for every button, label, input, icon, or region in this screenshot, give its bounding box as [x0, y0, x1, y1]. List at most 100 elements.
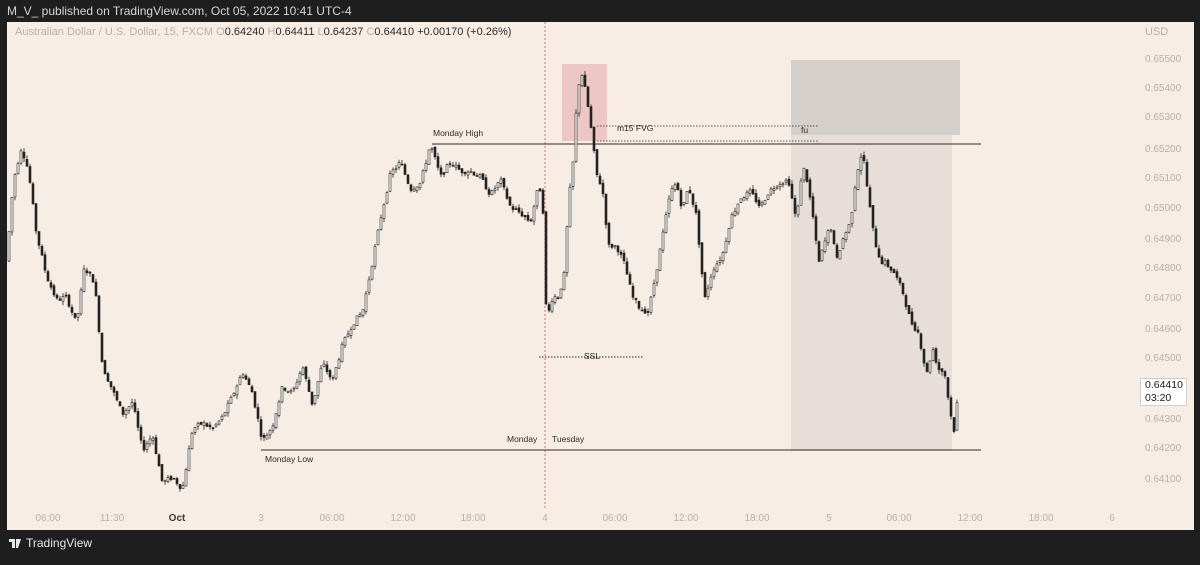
time-tick: 06:00 [319, 513, 345, 524]
fu-label[interactable]: fu [801, 125, 809, 135]
candle-body [7, 231, 11, 262]
candle-body [688, 190, 692, 194]
candle-body [406, 174, 410, 184]
candle-body [265, 434, 269, 440]
candle-body [280, 386, 284, 403]
time-tick: 11:30 [99, 513, 125, 524]
candle-body [610, 244, 614, 248]
candle-body [892, 269, 896, 274]
candle-body [745, 191, 749, 200]
candle-body [514, 208, 518, 210]
candle-body [541, 189, 545, 214]
candle-body [220, 415, 224, 420]
candle-body [181, 485, 185, 490]
candle-body [538, 188, 542, 192]
candle-body [631, 285, 635, 298]
candle-body [475, 175, 479, 177]
candle-body [430, 147, 434, 150]
candle-body [751, 188, 755, 195]
candle-body [391, 169, 395, 175]
candle-body [148, 438, 152, 445]
candle-body [943, 371, 947, 377]
candle-body [874, 228, 878, 248]
candle-body [133, 402, 137, 412]
candle-body [22, 151, 26, 159]
candle-body [574, 112, 578, 162]
candle-body [718, 260, 722, 263]
candle-body [577, 84, 581, 114]
target-range-box [791, 60, 960, 135]
time-tick: 3 [258, 513, 264, 524]
candle-body [334, 367, 338, 379]
price-tick: 0.65500 [1145, 54, 1182, 65]
time-tick: 4 [542, 513, 548, 524]
candle-body [313, 395, 317, 404]
time-tick: 6 [1109, 513, 1115, 524]
time-tick: 12:00 [957, 513, 983, 524]
candle-body [937, 362, 941, 371]
open-label: O [216, 26, 225, 38]
candle-body [217, 420, 221, 425]
candle-body [412, 188, 416, 192]
candle-body [10, 197, 14, 233]
candle-body [190, 432, 194, 449]
change-value: +0.00170 (+0.26%) [417, 26, 512, 38]
candle-body [232, 392, 236, 397]
candle-body [142, 440, 146, 451]
candle-body [949, 397, 953, 417]
candle-body [586, 86, 590, 107]
candle-body [727, 228, 731, 242]
candle-body [844, 232, 848, 240]
candle-body [619, 251, 623, 255]
candle-body [634, 298, 638, 301]
candle-body [796, 205, 800, 216]
candle-body [628, 274, 632, 285]
candle-body [379, 217, 383, 230]
candle-body [877, 248, 881, 258]
candle-body [583, 74, 587, 87]
candle-body [739, 198, 743, 203]
candle-body [163, 480, 167, 482]
candle-body [460, 168, 464, 174]
candle-body [166, 477, 170, 482]
candle-body [658, 248, 662, 271]
chart-frame[interactable]: Australian Dollar / U.S. Dollar, 15, FXC… [7, 22, 1194, 530]
candle-body [880, 256, 884, 264]
candle-body [337, 359, 341, 369]
candle-body [916, 329, 920, 333]
candle-body [352, 324, 356, 330]
low-label: L [317, 26, 324, 38]
candle-body [568, 186, 572, 228]
candle-body [484, 177, 488, 190]
candle-body [130, 402, 134, 407]
candle-body [343, 337, 347, 346]
candle-body [691, 193, 695, 205]
candlestick-chart[interactable] [7, 22, 1194, 530]
price-tick: 0.64200 [1145, 443, 1182, 454]
monday-high-label[interactable]: Monday High [433, 128, 484, 138]
candle-body [799, 180, 803, 206]
low-value: 0.64237 [323, 26, 364, 38]
candles-layer [7, 71, 959, 492]
candle-body [763, 200, 767, 205]
candle-body [904, 295, 908, 307]
candle-body [706, 287, 710, 298]
tuesday-session-label: Tuesday [552, 434, 585, 444]
candle-body [79, 289, 83, 315]
candle-body [127, 406, 131, 411]
candle-body [37, 231, 41, 246]
candle-body [397, 162, 401, 168]
candle-body [595, 149, 599, 176]
monday-low-label[interactable]: Monday Low [265, 454, 314, 464]
candle-body [517, 207, 521, 213]
price-tick: 0.64500 [1145, 353, 1182, 364]
candle-body [826, 230, 830, 243]
price-tick: 0.65300 [1145, 112, 1182, 123]
ssl-label[interactable]: SSL [584, 351, 601, 361]
candle-body [196, 422, 200, 427]
candle-body [295, 381, 299, 389]
m15-fvg-label[interactable]: m15 FVG [617, 123, 654, 133]
candle-body [286, 390, 290, 393]
time-tick: 12:00 [390, 513, 416, 524]
time-tick: 18:00 [744, 513, 770, 524]
